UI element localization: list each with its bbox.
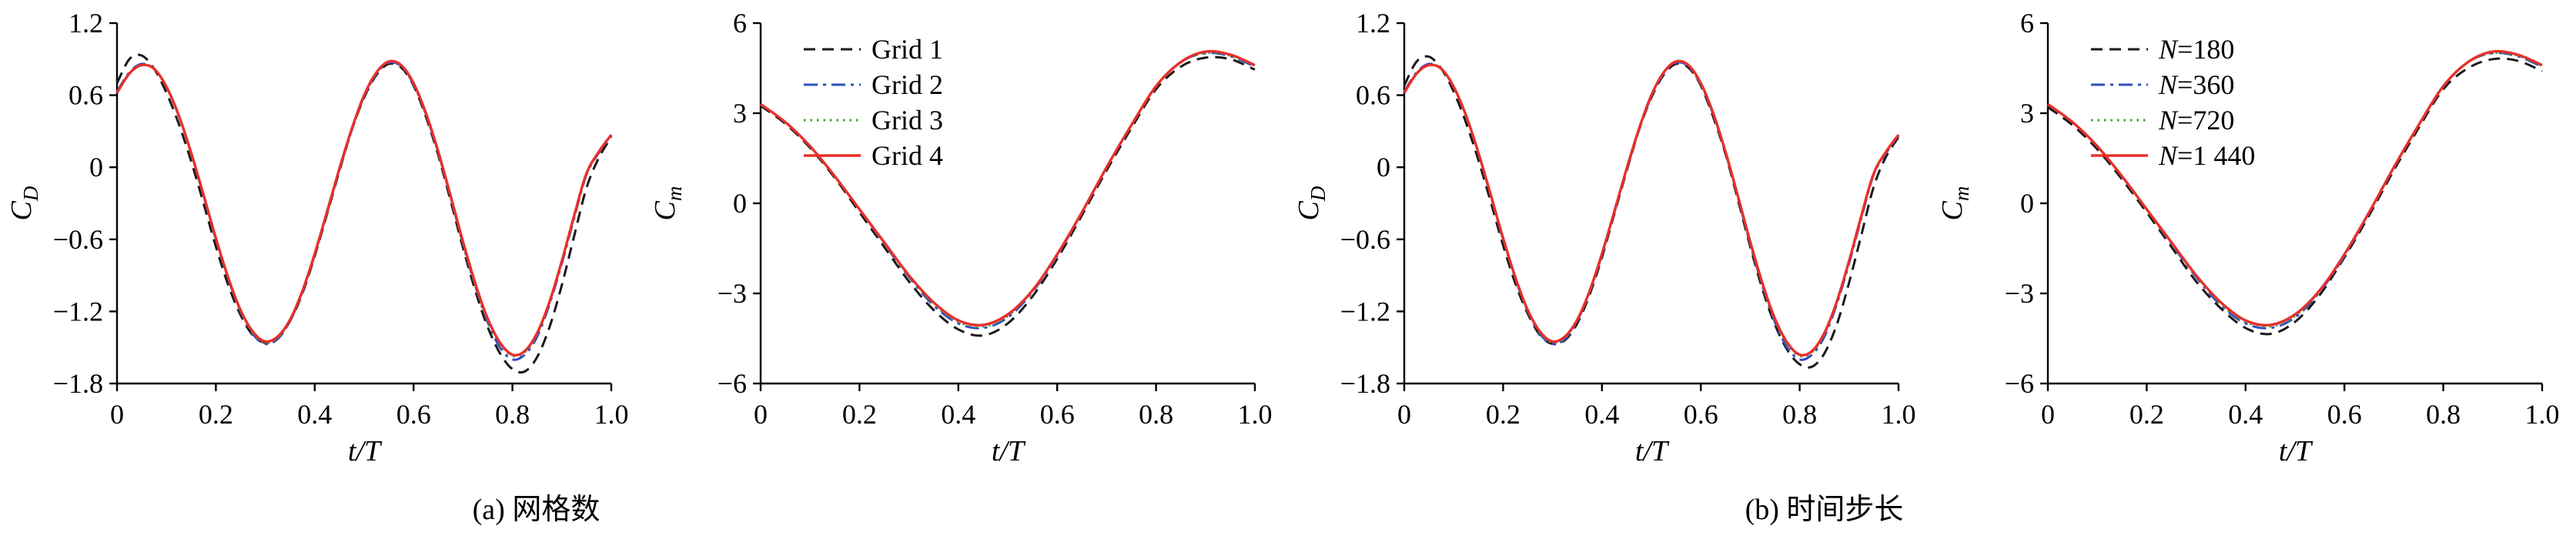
legend: Grid 1 Grid 2 Grid 3 Grid 4 bbox=[804, 34, 943, 171]
x-axis-label: t/T bbox=[2279, 435, 2313, 467]
series-Grid-4 bbox=[759, 49, 1256, 327]
series-N=1-440 bbox=[2046, 49, 2543, 327]
y-tick-label: 3 bbox=[733, 98, 747, 129]
chart-cd-timestep-study: 1.2 0.6 0 −0.6 −1.2 −1.8 0 0.2 0.4 0.6 0.8 1.0 CD t/T bbox=[1287, 0, 1931, 474]
y-axis-label: CD bbox=[5, 186, 42, 220]
series-Grid-2 bbox=[760, 52, 1256, 330]
y-tick-label: −1.8 bbox=[1340, 368, 1390, 399]
y-tick-label: 1.2 bbox=[1356, 8, 1390, 39]
y-tick-label: 0 bbox=[89, 152, 103, 183]
series-Grid-3 bbox=[760, 52, 1256, 328]
series-Grid-2 bbox=[115, 61, 613, 361]
y-tick-label: −0.6 bbox=[1340, 224, 1390, 255]
legend-label: Grid 3 bbox=[871, 105, 943, 136]
x-tick-label: 1.0 bbox=[1882, 399, 1916, 430]
x-tick-label: 0.8 bbox=[1782, 399, 1817, 430]
series-N=180 bbox=[2047, 57, 2543, 336]
y-tick-label: −3 bbox=[718, 278, 747, 309]
y-axis-label: Cm bbox=[1936, 186, 1973, 221]
x-axis-label: t/T bbox=[348, 435, 383, 467]
y-tick-label: −0.6 bbox=[53, 224, 103, 255]
legend-label: Grid 2 bbox=[871, 69, 943, 100]
y-tick-label: 6 bbox=[733, 8, 747, 39]
x-tick-label: 0 bbox=[754, 399, 768, 430]
series-N=180 bbox=[1403, 55, 1900, 369]
axes bbox=[753, 22, 1256, 391]
caption-a-cell: (a) 网格数 bbox=[0, 474, 1288, 556]
x-tick-label: 0.4 bbox=[1584, 399, 1619, 430]
caption-b-cell: (b) 时间步长 bbox=[1288, 474, 2576, 556]
series-N=720 bbox=[2047, 52, 2543, 328]
y-tick-label: 0.6 bbox=[1356, 80, 1390, 111]
y-tick-label: −1.2 bbox=[53, 296, 103, 327]
x-tick-label: 0.2 bbox=[1486, 399, 1521, 430]
chart-svg: 630−3−60 0.2 0.4 0.6 0.8 1.0Cmt/TN=180N=360N=… bbox=[1936, 8, 2560, 467]
legend-label: N=1 440 bbox=[2158, 140, 2255, 171]
x-tick-label: 0 bbox=[110, 399, 124, 430]
x-tick-label: 0.8 bbox=[2426, 399, 2461, 430]
legend: N=180 N=360 N=720 N=1 440 bbox=[2091, 34, 2255, 171]
series-Grid-1 bbox=[760, 55, 1256, 337]
legend-label: N=360 bbox=[2158, 69, 2234, 100]
y-tick-label: −1.8 bbox=[53, 368, 103, 399]
y-tick-label: 0 bbox=[733, 188, 747, 219]
x-tick-label: 0.8 bbox=[1139, 399, 1173, 430]
chart-cd-grid-study: 1.2 0.6 0 −0.6 −1.2 −1.8 0 0.2 0.4 0.6 0.8 1.0 CD t/T bbox=[0, 0, 644, 474]
x-tick-label: 0 bbox=[1397, 399, 1411, 430]
charts-row: 1.2 0.6 0 −0.6 −1.2 −1.8 0 0.2 0.4 0.6 0.8 1.0 CD t/T… bbox=[0, 0, 2574, 474]
x-tick-label: 0 bbox=[2041, 399, 2055, 430]
y-tick-label: 1.2 bbox=[69, 8, 103, 39]
y-axis-label: Cm bbox=[649, 186, 686, 221]
caption-b: (b) 时间步长 bbox=[1745, 494, 1904, 526]
series-Grid-3 bbox=[115, 59, 613, 358]
x-tick-label: 0.6 bbox=[396, 399, 431, 430]
y-tick-label: 0 bbox=[1377, 152, 1390, 183]
series-Grid-1 bbox=[115, 53, 613, 374]
y-tick-label: 6 bbox=[2020, 8, 2034, 39]
series-N=720 bbox=[1403, 59, 1900, 358]
x-tick-label: 0.6 bbox=[2327, 399, 2362, 430]
x-tick-label: 0.2 bbox=[842, 399, 877, 430]
y-tick-label: −6 bbox=[2005, 368, 2034, 399]
legend-label: Grid 1 bbox=[871, 34, 943, 65]
caption-a: (a) 网格数 bbox=[472, 494, 601, 526]
x-tick-label: 0.2 bbox=[199, 399, 233, 430]
y-tick-label: −1.2 bbox=[1340, 296, 1390, 327]
captions-row: (a) 网格数 (b) 时间步长 bbox=[0, 474, 2576, 556]
x-tick-label: 1.0 bbox=[1238, 399, 1273, 430]
y-tick-label: −3 bbox=[2005, 278, 2034, 309]
legend-label: N=180 bbox=[2158, 34, 2234, 65]
y-tick-label: 3 bbox=[2020, 98, 2034, 129]
y-axis-label: CD bbox=[1293, 186, 1330, 220]
x-tick-label: 0.4 bbox=[941, 399, 975, 430]
y-tick-label: 0.6 bbox=[69, 80, 103, 111]
chart-cm-timestep-study: 6 3 0 −3 −6 0 0.2 0.4 0.6 0.8 1.0 Cm t/T N=180 N=360 N=… bbox=[1931, 0, 2574, 474]
x-tick-label: 0.4 bbox=[2228, 399, 2263, 430]
x-tick-label: 1.0 bbox=[594, 399, 629, 430]
x-tick-label: 0.6 bbox=[1040, 399, 1075, 430]
legend-label: N=720 bbox=[2158, 105, 2234, 136]
x-tick-label: 1.0 bbox=[2525, 399, 2560, 430]
y-tick-label: 0 bbox=[2020, 188, 2034, 219]
x-axis-label: t/T bbox=[1635, 435, 1670, 467]
series-Grid-4 bbox=[115, 59, 613, 357]
x-axis-label: t/T bbox=[992, 435, 1026, 467]
series-N=360 bbox=[1403, 61, 1900, 361]
x-tick-label: 0.8 bbox=[495, 399, 530, 430]
y-tick-label: −6 bbox=[718, 368, 747, 399]
axes bbox=[2040, 22, 2544, 391]
legend-label: Grid 4 bbox=[871, 140, 943, 171]
series-N=1-440 bbox=[1403, 59, 1900, 357]
series-N=360 bbox=[2047, 52, 2543, 330]
chart-cm-grid-study: 6 3 0 −3 −6 0 0.2 0.4 0.6 0.8 1.0 Cm t/T Grid 1 Grid 2… bbox=[644, 0, 1287, 474]
x-tick-label: 0.6 bbox=[1684, 399, 1718, 430]
x-tick-label: 0.4 bbox=[297, 399, 332, 430]
x-tick-label: 0.2 bbox=[2129, 399, 2164, 430]
